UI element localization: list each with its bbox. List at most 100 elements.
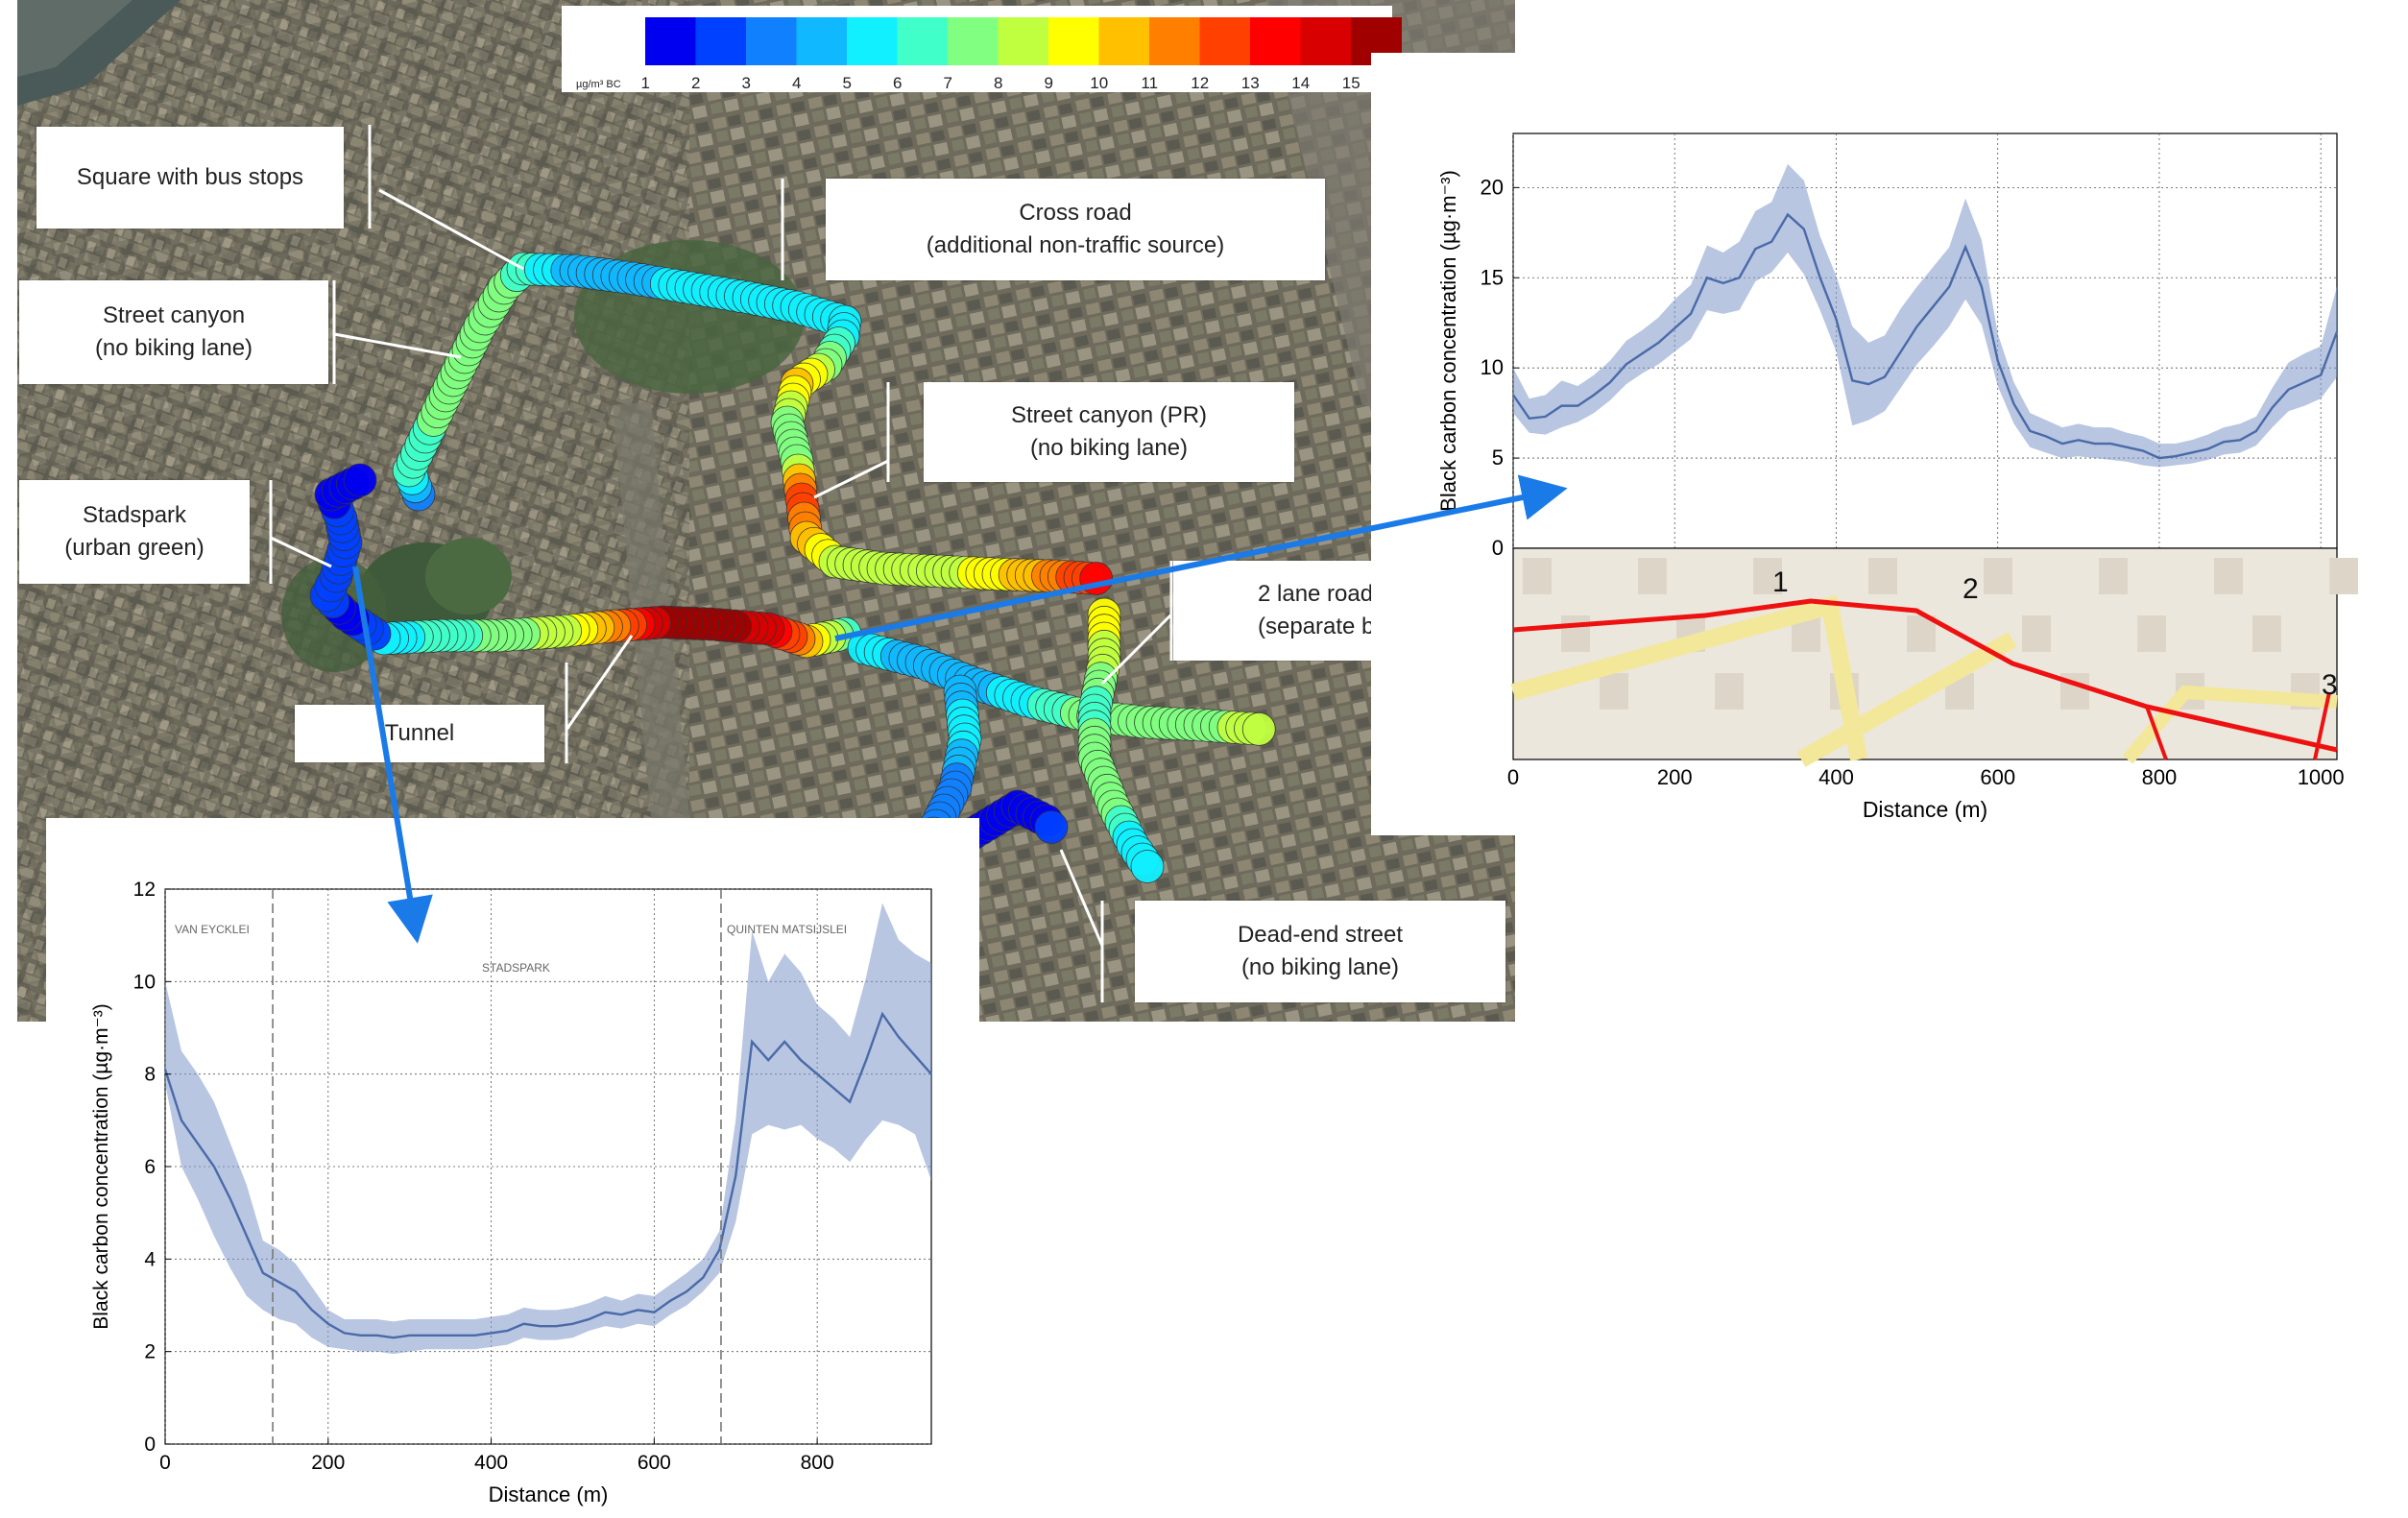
tick-labels: 0 200 400 600 800 0 2 4 6 8 10 12 [133,879,834,1474]
left-chart-panel: 0 200 400 600 800 0 2 4 6 8 10 12 Distance (m) Black … [46,818,979,1513]
map-block [1638,558,1667,594]
route-point [1079,562,1114,595]
callout-text: Tunnel [384,720,455,746]
callout-two-lane-road: 2 lane road (separate bi [1173,561,1385,661]
route-point [1241,711,1276,746]
route-point [1034,810,1069,844]
leader-line [378,188,524,271]
colorbar-tick-label: 12 [1191,74,1209,92]
leader-line [333,332,462,359]
callout-stadspark: Stadspark (urban green) [19,480,250,584]
colorbar-unit-label: µg/m³ BC [576,79,621,90]
colorbar-swatch [796,17,848,65]
callout-text: (separate bi [1258,614,1380,639]
callout-text: Stadspark [82,502,187,528]
y-tick-label: 8 [144,1064,156,1086]
map-block [1753,558,1782,594]
colorbar-swatch [847,17,898,65]
map-block [2099,558,2128,594]
map-block [1600,673,1628,710]
map-block [1561,615,1590,652]
colorbar-swatch [746,17,797,65]
callout-tunnel: Tunnel [295,705,544,762]
y-tick-label: 15 [1481,265,1504,289]
callout-street-canyon-pr: Street canyon (PR) (no biking lane) [924,382,1294,482]
map-marker-label: 3 [2322,669,2338,701]
map-road [1796,632,2017,767]
mean-line [163,1011,932,1339]
x-tick-label: 800 [2142,765,2178,789]
colorbar-swatch [695,17,747,65]
map-block [2137,615,2166,652]
colorbar-tick-label: 8 [994,74,1002,92]
map-block [2252,615,2281,652]
map-marker-label: 1 [1772,566,1789,598]
y-tick-label: 12 [133,879,156,901]
colorbar-tick-label: 4 [792,74,801,92]
segment-label: QUINTEN MATSIJSLEI [727,923,847,936]
left-line-chart: 0 200 400 600 800 0 2 4 6 8 10 12 Distance (m) Black … [90,879,932,1506]
x-tick-label: 400 [474,1452,508,1474]
segment-label: STADSPARK [482,961,550,975]
colorbar-tick-label: 11 [1141,74,1158,92]
callout-dead-end-street: Dead-end street (no biking lane) [1135,901,1505,1002]
colorbar-tick-label: 5 [843,74,852,92]
colorbar-swatch [897,17,949,65]
colorbar-tick-labels: 1 2 3 4 5 6 7 8 9 10 11 12 13 14 15 [641,74,1361,92]
tick-labels: 0 200 400 600 800 1000 0 5 10 15 20 [1481,175,2345,789]
colorbar-swatch [1250,17,1301,65]
x-tick-label: 1000 [2298,765,2345,789]
callout-text: Street canyon [102,302,246,328]
x-tick-label: 0 [159,1452,171,1474]
route-track [309,252,1276,883]
colorbar-swatch [1300,17,1352,65]
callout-street-canyon: Street canyon (no biking lane) [19,280,328,384]
colorbar-tick-label: 3 [742,74,751,92]
x-axis-label: Distance (m) [489,1482,609,1506]
y-tick-label: 2 [144,1341,156,1363]
map-block [1523,558,1552,594]
map-block [1984,558,2012,594]
y-tick-label: 5 [1492,446,1504,470]
y-axis-label: Black carbon concentration (µg·m⁻³) [1436,170,1460,512]
map-block [1868,558,1897,594]
right-chart-panel: 0 200 400 600 800 1000 0 5 10 15 20 Distance (m) Bla… [1371,53,2408,835]
y-tick-label: 6 [144,1156,156,1178]
y-tick-label: 10 [133,971,156,993]
x-axis-label: Distance (m) [1863,797,1987,822]
x-tick-label: 0 [1507,765,1519,789]
colorbar-tick-label: 15 [1342,74,1361,92]
colorbar-tick-label: 1 [641,74,650,92]
colorbar-swatch [1199,17,1251,65]
colorbar-swatch [948,17,999,65]
callout-text: (urban green) [64,535,205,561]
colorbar-tick-label: 14 [1291,74,1310,92]
map-block [2214,558,2243,594]
colorbar-tick-label: 13 [1241,74,1260,92]
route-point [1130,850,1165,883]
route-line [2145,706,2168,760]
leader-line [565,635,634,731]
x-tick-label: 200 [1657,765,1693,789]
y-tick-label: 0 [1492,536,1504,560]
colorbar-swatch [645,17,696,65]
callout-text: Cross road [1019,200,1132,226]
x-tick-label: 200 [311,1452,345,1474]
map-block [2022,615,2051,652]
colorbar-tick-label: 7 [944,74,952,92]
y-tick-label: 10 [1481,355,1504,379]
callout-text: (no biking lane) [1029,435,1189,461]
x-tick-label: 600 [638,1452,671,1474]
leader-line [1059,849,1104,947]
callout-text: (additional non-traffic source) [926,232,1225,258]
colorbar-swatch [1149,17,1200,65]
colorbar-tick-label: 9 [1045,74,1053,92]
callout-text: 2 lane road [1258,581,1374,607]
route-line [2313,691,2331,760]
colorbar: 1 2 3 4 5 6 7 8 9 10 11 12 13 14 15 µg/m³ BC [562,6,1402,92]
callout-text: Square with bus stops [76,164,304,190]
map-block [1715,673,1744,710]
leader-line [270,536,332,568]
leader-line [813,459,889,499]
callout-square-bus-stops: Square with bus stops [36,127,344,229]
